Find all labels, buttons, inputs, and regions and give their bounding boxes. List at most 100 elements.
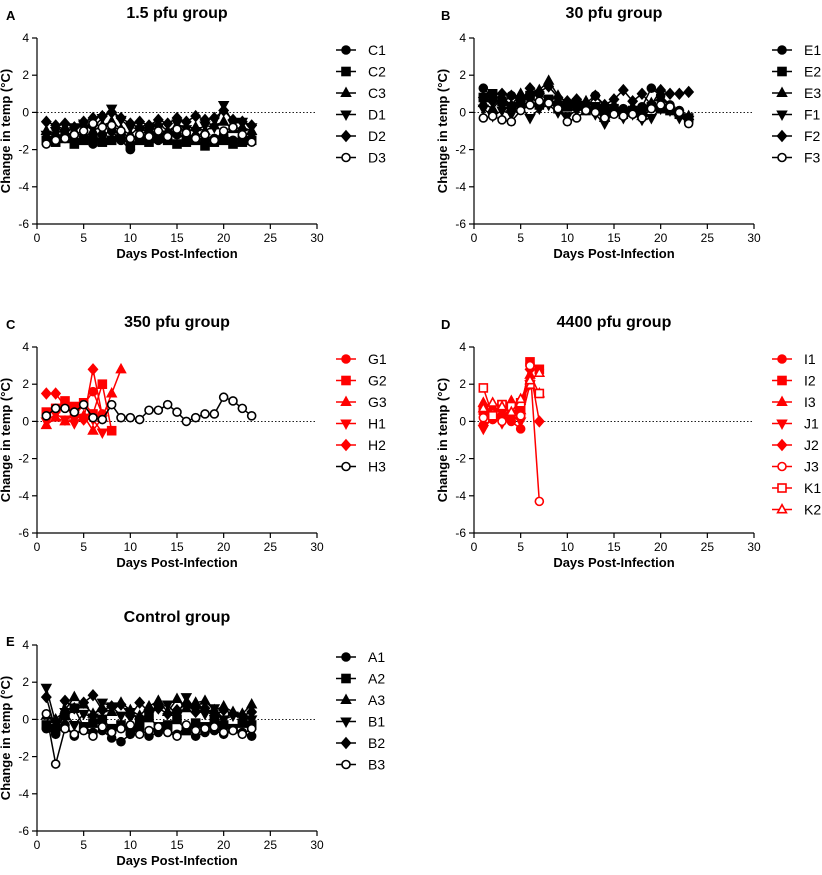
y-tick-label: 2 xyxy=(22,377,29,391)
data-point xyxy=(105,387,118,398)
data-point xyxy=(180,693,193,704)
data-point xyxy=(218,727,229,738)
data-point xyxy=(88,412,98,423)
legend-item-i3: I3 xyxy=(772,394,816,410)
data-point xyxy=(514,392,527,404)
data-point xyxy=(524,113,536,125)
data-point xyxy=(40,387,52,400)
data-point xyxy=(246,705,258,719)
data-point xyxy=(208,123,221,134)
data-point xyxy=(505,89,517,102)
data-point xyxy=(115,698,127,711)
data-point xyxy=(478,383,489,393)
data-point xyxy=(208,111,220,125)
x-tick-label: 30 xyxy=(310,231,324,245)
series-h3 xyxy=(41,392,257,427)
legend-label: F1 xyxy=(804,107,821,123)
data-point xyxy=(88,118,98,129)
series-b3 xyxy=(41,709,257,769)
data-point xyxy=(96,703,108,717)
data-point xyxy=(50,135,61,146)
data-point xyxy=(543,98,554,108)
data-point xyxy=(246,137,257,147)
data-point xyxy=(162,117,174,130)
data-point xyxy=(181,137,192,147)
data-point xyxy=(217,115,230,126)
y-tick-label: 4 xyxy=(22,638,29,652)
data-point xyxy=(106,399,117,410)
data-point xyxy=(134,115,146,128)
x-tick-label: 5 xyxy=(80,231,87,245)
legend-item-h3: H3 xyxy=(336,459,386,475)
legend-label: E1 xyxy=(804,42,821,58)
legend-marker-icon xyxy=(776,129,788,143)
data-point xyxy=(50,724,62,737)
data-point xyxy=(497,115,507,125)
data-point xyxy=(228,725,238,736)
legend-item-a2: A2 xyxy=(336,671,385,687)
chart-title: 1.5 pfu group xyxy=(126,5,228,22)
x-tick-label: 30 xyxy=(310,540,324,554)
panel-b: B 30 pfu group -6 -4 -2 0 2 4 0 5 10 15 20 25 30 Days P… xyxy=(435,5,821,261)
data-point xyxy=(515,105,526,116)
y-tick-label: -2 xyxy=(455,143,466,157)
x-tick-label: 20 xyxy=(217,231,231,245)
data-point xyxy=(570,106,583,118)
data-point xyxy=(180,115,192,128)
data-point xyxy=(134,729,145,740)
data-point xyxy=(116,412,126,423)
legend-item-d1: D1 xyxy=(336,107,386,123)
data-point xyxy=(505,405,518,417)
y-tick-label: 4 xyxy=(459,340,466,354)
y-tick-label: -6 xyxy=(18,217,29,231)
legend-label: C2 xyxy=(368,64,386,80)
legend-label: B1 xyxy=(368,714,385,730)
x-tick-label: 20 xyxy=(217,838,231,852)
legend-label: I2 xyxy=(804,373,816,389)
data-point xyxy=(69,139,80,149)
data-point xyxy=(543,80,555,93)
legend-marker-icon xyxy=(776,419,788,430)
y-tick-label: -4 xyxy=(455,489,466,503)
data-point xyxy=(655,83,667,97)
panel-letter: E xyxy=(6,634,15,649)
x-tick-label: 20 xyxy=(217,540,231,554)
data-point xyxy=(116,723,126,734)
data-point xyxy=(208,709,220,722)
data-point xyxy=(87,713,99,725)
data-point xyxy=(69,729,80,740)
y-tick-label: 4 xyxy=(22,31,29,45)
legend-marker-icon xyxy=(340,419,352,430)
x-tick-label: 5 xyxy=(517,231,524,245)
data-point xyxy=(116,126,126,136)
data-point xyxy=(41,139,52,149)
legend-item-e2: E2 xyxy=(772,64,821,80)
legend-marker-icon xyxy=(340,736,352,750)
data-point xyxy=(68,702,80,715)
data-point xyxy=(97,379,108,390)
legend-marker-icon xyxy=(777,152,787,163)
legend-label: G1 xyxy=(368,351,387,367)
data-point xyxy=(571,93,583,106)
data-point xyxy=(533,415,545,428)
data-point xyxy=(496,87,508,101)
data-point xyxy=(486,396,499,407)
legend-item-c1: C1 xyxy=(336,42,386,58)
legend-item-b3: B3 xyxy=(336,757,385,773)
data-point xyxy=(78,725,89,736)
legend-item-f3: F3 xyxy=(772,150,821,166)
legend-label: H2 xyxy=(368,437,386,453)
legend-label: D3 xyxy=(368,150,386,166)
x-tick-label: 10 xyxy=(124,231,138,245)
data-point xyxy=(106,106,118,119)
legend-item-b2: B2 xyxy=(336,735,385,751)
data-point xyxy=(525,360,535,371)
data-point xyxy=(153,722,164,732)
legend-label: F3 xyxy=(804,150,821,166)
y-tick-label: 2 xyxy=(459,377,466,391)
data-point xyxy=(218,135,229,146)
legend-label: G3 xyxy=(368,394,387,410)
legend-item-g1: G1 xyxy=(336,351,387,367)
legend-label: K2 xyxy=(804,502,821,518)
data-point xyxy=(41,720,52,730)
